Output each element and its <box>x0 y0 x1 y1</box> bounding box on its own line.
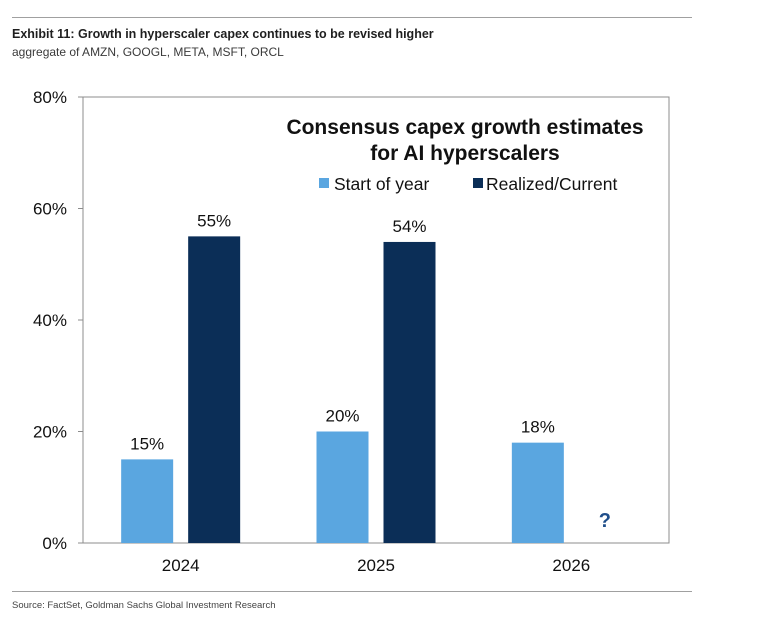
bottom-rule <box>12 591 692 592</box>
exhibit-subtitle: aggregate of AMZN, GOOGL, META, MSFT, OR… <box>12 45 284 59</box>
bars <box>121 236 564 543</box>
source-note: Source: FactSet, Goldman Sachs Global In… <box>12 600 276 611</box>
y-tick-label: 80% <box>33 88 67 107</box>
data-label: 18% <box>521 418 555 437</box>
bar-labels: 15% 55% 20% 54% 18% <box>130 211 555 453</box>
legend-swatch <box>473 178 483 188</box>
chart-title-line-2: for AI hyperscalers <box>370 142 559 165</box>
legend-label: Start of year <box>334 174 429 194</box>
data-label: 20% <box>325 407 359 426</box>
x-tick-label: 2026 <box>552 556 590 575</box>
y-axis: 0% 20% 40% 60% 80% <box>33 88 83 553</box>
x-axis: 2024 2025 2026 <box>162 556 590 575</box>
bar <box>316 431 369 543</box>
legend-label: Realized/Current <box>486 174 617 194</box>
annotation-question-mark: ? <box>599 510 611 532</box>
x-tick-label: 2025 <box>357 556 395 575</box>
data-label: 55% <box>197 211 231 230</box>
x-tick-label: 2024 <box>162 556 200 575</box>
y-tick-label: 60% <box>33 200 67 219</box>
y-tick-label: 40% <box>33 311 67 330</box>
y-tick-label: 20% <box>33 423 67 442</box>
legend: Start of year Realized/Current <box>319 174 617 194</box>
exhibit-title: Exhibit 11: Growth in hyperscaler capex … <box>12 27 434 41</box>
bar <box>121 459 174 543</box>
legend-swatch <box>319 178 329 188</box>
bar <box>188 236 241 543</box>
annotations: ? <box>599 510 611 532</box>
y-tick-label: 0% <box>42 534 67 553</box>
bar <box>383 241 436 543</box>
top-rule <box>12 17 692 18</box>
data-label: 15% <box>130 434 164 453</box>
bar <box>511 442 564 543</box>
data-label: 54% <box>392 217 426 236</box>
chart-title-line-1: Consensus capex growth estimates <box>286 116 643 139</box>
